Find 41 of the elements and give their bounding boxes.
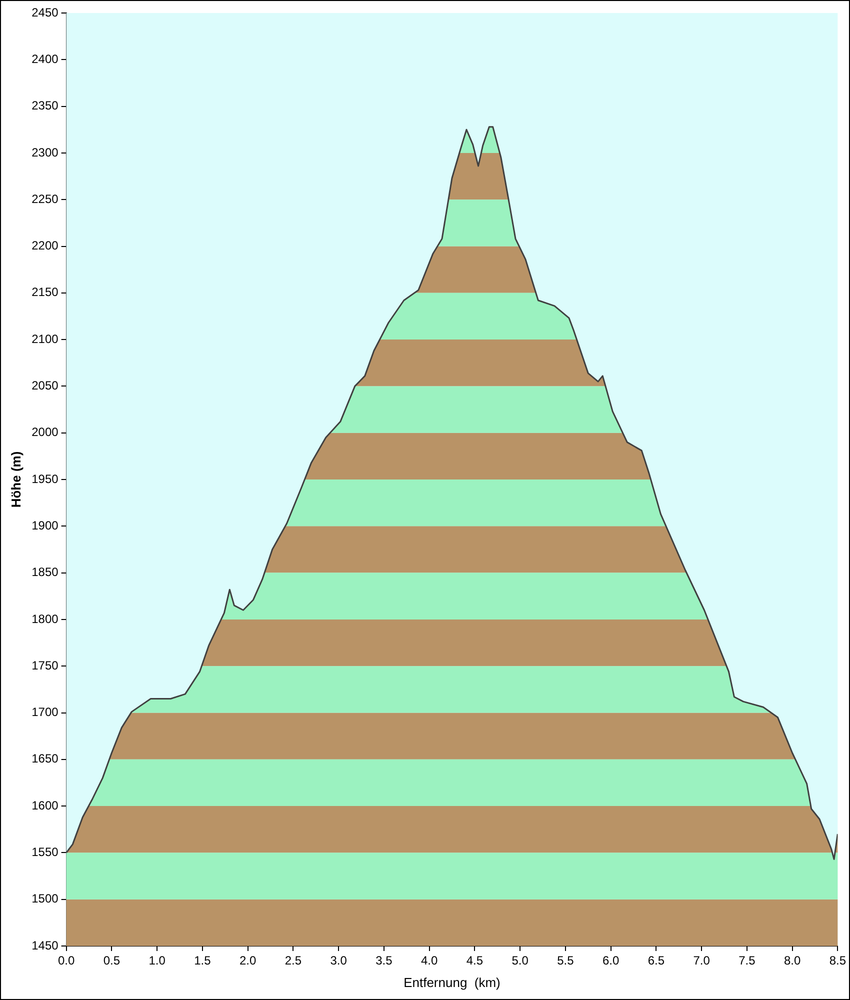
x-tick-label: 2.0 — [239, 954, 256, 968]
y-tick-label: 1450 — [32, 938, 59, 952]
y-tick-label: 1700 — [32, 705, 59, 720]
x-tick-label: 3.0 — [330, 954, 348, 968]
x-tick-label: 2.5 — [284, 954, 302, 968]
y-tick-label: 2050 — [32, 378, 59, 393]
y-tick-label: 1650 — [32, 752, 59, 766]
x-tick-label: 3.5 — [376, 954, 393, 968]
y-tick-label: 1900 — [32, 518, 59, 532]
y-tick-label: 1850 — [32, 565, 59, 580]
y-tick-label: 2100 — [32, 332, 59, 346]
y-tick-label: 1550 — [32, 845, 59, 860]
x-axis-title: Entfernung (km) — [404, 974, 500, 990]
x-tick-label: 4.0 — [420, 954, 438, 968]
x-tick-label: 1.5 — [194, 954, 212, 968]
y-tick-label: 2150 — [32, 285, 59, 300]
y-tick-label: 2400 — [32, 52, 59, 66]
x-tick-label: 8.5 — [829, 954, 846, 968]
y-tick-label: 2300 — [32, 145, 59, 160]
y-tick-label: 1600 — [32, 798, 59, 812]
y-tick-label: 2250 — [32, 192, 59, 206]
y-tick-label: 1750 — [32, 658, 59, 672]
y-tick-label: 1950 — [32, 472, 59, 486]
y-tick-label: 1800 — [32, 612, 59, 626]
y-axis-title: Höhe (m) — [8, 451, 24, 508]
y-tick-label: 2200 — [32, 238, 59, 253]
x-tick-label: 6.5 — [648, 954, 665, 968]
x-tick-label: 4.5 — [466, 954, 484, 968]
x-tick-label: 1.0 — [148, 954, 166, 968]
y-tick-label: 2000 — [32, 425, 59, 440]
x-tick-label: 7.5 — [738, 954, 756, 968]
x-tick-label: 6.0 — [602, 954, 620, 968]
x-tick-label: 0.5 — [103, 954, 120, 968]
x-tick-label: 0.0 — [58, 954, 75, 968]
x-tick-label: 5.0 — [512, 954, 529, 968]
y-tick-label: 2450 — [32, 5, 59, 20]
x-tick-label: 5.5 — [557, 954, 574, 968]
x-tick-label: 7.0 — [693, 954, 710, 968]
x-tick-label: 8.0 — [784, 954, 801, 968]
y-tick-label: 1500 — [32, 892, 59, 906]
y-tick-label: 2350 — [32, 98, 59, 113]
